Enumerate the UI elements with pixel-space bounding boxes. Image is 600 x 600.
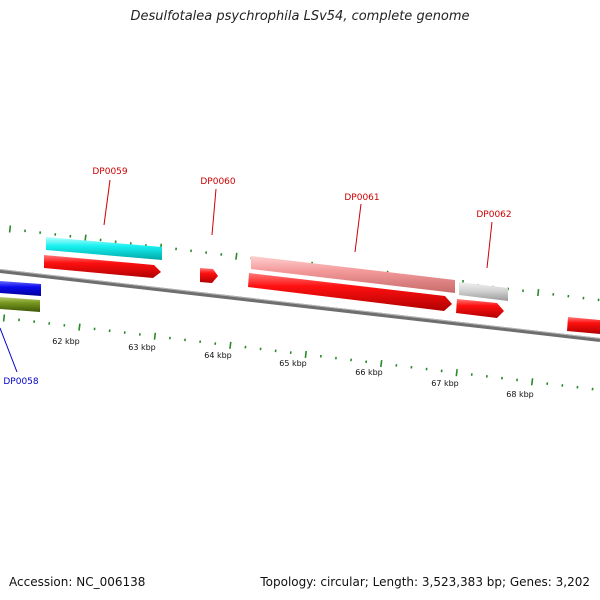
major-tick xyxy=(8,225,12,233)
major-tick xyxy=(78,323,81,331)
major-tick xyxy=(235,252,238,260)
gene-label-DP0058[interactable]: DP0058 xyxy=(3,377,39,387)
scale-label-64: 64 kbp xyxy=(204,351,232,360)
major-tick xyxy=(455,369,458,377)
gene-red-2[interactable] xyxy=(248,273,452,311)
gene-red-1[interactable] xyxy=(44,255,161,278)
leader-DP0062 xyxy=(486,221,493,269)
gene-leader-lines xyxy=(0,179,493,373)
scale-label-65: 65 kbp xyxy=(279,359,307,368)
major-tick xyxy=(304,350,307,358)
gene-DP0059-cyan[interactable] xyxy=(46,237,162,260)
major-tick xyxy=(153,332,157,340)
map-title: Desulfotalea psychrophila LSv54, complet… xyxy=(130,9,470,24)
gene-DP0060-red[interactable] xyxy=(200,268,218,283)
major-tick xyxy=(530,378,534,386)
gene-DP0058-blue[interactable] xyxy=(0,281,41,296)
scale-label-62: 62 kbp xyxy=(52,337,80,346)
gene-DP0062-grey[interactable] xyxy=(459,282,508,301)
leader-DP0058 xyxy=(0,327,18,373)
major-tick xyxy=(2,314,6,322)
major-tick xyxy=(380,359,383,368)
gene-DP0061-pink[interactable] xyxy=(251,256,455,293)
gene-labels: DP0058 DP0059 DP0060 DP0061 DP0062 xyxy=(3,167,511,387)
scale-label-68: 68 kbp xyxy=(506,390,534,399)
genome-backbone-highlight xyxy=(0,269,600,339)
scale-label-67: 67 kbp xyxy=(431,379,459,388)
leader-DP0059 xyxy=(103,179,111,226)
major-tick xyxy=(229,341,232,349)
gene-olive[interactable] xyxy=(0,297,40,312)
gene-label-DP0062[interactable]: DP0062 xyxy=(476,210,511,220)
gene-red-3[interactable] xyxy=(456,299,504,318)
topology-text: Topology: circular; Length: 3,523,383 bp… xyxy=(260,575,590,589)
gene-label-DP0061[interactable]: DP0061 xyxy=(344,193,379,203)
leader-DP0060 xyxy=(211,188,217,236)
inner-tick-ring xyxy=(2,314,594,391)
gene-features xyxy=(0,237,600,334)
major-tick xyxy=(537,289,540,297)
gene-label-DP0060[interactable]: DP0060 xyxy=(200,177,236,187)
scale-label-66: 66 kbp xyxy=(355,368,383,377)
leader-DP0061 xyxy=(354,203,362,253)
gene-label-DP0059[interactable]: DP0059 xyxy=(92,167,128,177)
accession-text: Accession: NC_006138 xyxy=(9,575,146,589)
scale-labels: 62 kbp 63 kbp 64 kbp 65 kbp 66 kbp 67 kb… xyxy=(52,337,534,399)
scale-label-63: 63 kbp xyxy=(128,343,156,352)
gene-red-4[interactable] xyxy=(567,317,600,334)
genome-backbone xyxy=(0,269,600,342)
